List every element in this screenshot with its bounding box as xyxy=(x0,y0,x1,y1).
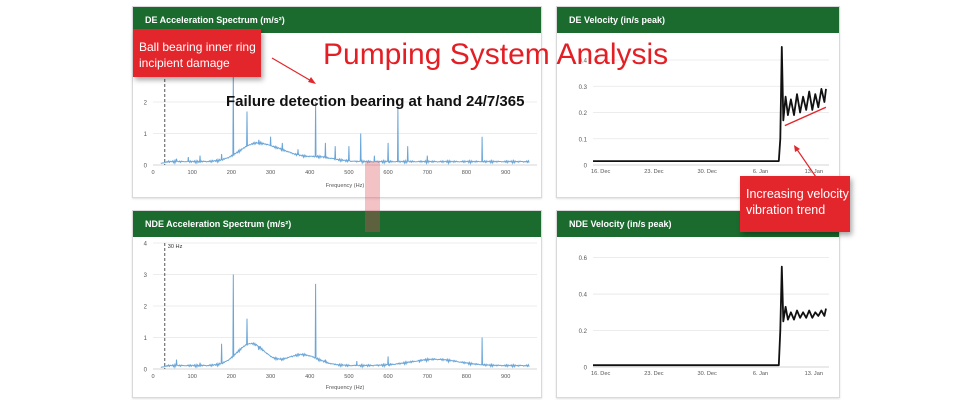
y-tick-label: 0.6 xyxy=(579,256,588,262)
x-tick-label: 200 xyxy=(227,170,236,176)
chart-nde-velocity: 0 0.2 0.4 0.6 16. Dec 23. Dec 30. Dec 6. Jan 13.… xyxy=(579,256,829,377)
x-tick-label: 0 xyxy=(151,170,154,176)
x-tick-label: 6. Jan xyxy=(753,169,768,175)
x-tick-label: 300 xyxy=(266,374,275,380)
y-tick-label: 0 xyxy=(584,164,588,170)
panel-de-velocity: DE Velocity (in/s peak) 0 0.1 0.2 0.3 0.4 16.… xyxy=(556,6,840,198)
x-tick-label: 400 xyxy=(305,170,314,176)
x-tick-label: 800 xyxy=(462,170,471,176)
trend-line xyxy=(784,106,827,127)
x-tick-label: 16. Dec xyxy=(591,169,610,175)
x-tick-label: 6. Jan xyxy=(753,371,768,377)
y-tick-label: 3 xyxy=(144,273,148,279)
x-tick-label: 900 xyxy=(501,170,510,176)
x-axis-label: Frequency (Hz) xyxy=(326,183,365,189)
x-axis-label: Frequency (Hz) xyxy=(326,385,365,391)
x-tick-label: 100 xyxy=(188,374,197,380)
x-tick-label: 100 xyxy=(188,170,197,176)
headline-subtitle: Failure detection bearing at hand 24/7/3… xyxy=(226,93,525,110)
x-tick-label: 500 xyxy=(344,374,353,380)
x-tick-label: 400 xyxy=(305,374,314,380)
callout-velocity-trend: Increasing velocity vibration trend xyxy=(740,176,850,232)
callout-bearing-damage: Ball bearing inner ring incipient damage xyxy=(133,29,261,77)
headline-title: Pumping System Analysis xyxy=(323,38,669,71)
y-tick-label: 0.3 xyxy=(579,85,588,91)
panel-title: DE Velocity (in/s peak) xyxy=(557,7,839,33)
x-tick-label: 16. Dec xyxy=(591,371,610,377)
x-tick-label: 30. Dec xyxy=(698,169,717,175)
panel-title: DE Acceleration Spectrum (m/s²) xyxy=(133,7,541,33)
y-tick-label: 2 xyxy=(144,101,148,107)
y-tick-label: 0.2 xyxy=(579,111,588,117)
x-tick-label: 200 xyxy=(227,374,236,380)
y-tick-label: 0 xyxy=(584,366,588,372)
y-tick-label: 0.4 xyxy=(579,293,588,299)
marker-label: 30 Hz xyxy=(168,244,183,250)
callout-bearing-text: Ball bearing inner ring incipient damage xyxy=(139,40,256,70)
x-tick-label: 900 xyxy=(501,374,510,380)
y-tick-label: 0.2 xyxy=(579,329,588,335)
x-tick-label: 600 xyxy=(383,170,392,176)
x-tick-label: 500 xyxy=(344,170,353,176)
spectrum-line xyxy=(160,274,530,369)
x-tick-label: 0 xyxy=(151,374,154,380)
x-tick-label: 800 xyxy=(462,374,471,380)
callout-velocity-text: Increasing velocity vibration trend xyxy=(746,187,849,217)
x-tick-label: 700 xyxy=(423,374,432,380)
panel-title: NDE Acceleration Spectrum (m/s²) xyxy=(133,211,541,237)
y-tick-label: 0 xyxy=(144,368,148,374)
velocity-line xyxy=(593,265,827,367)
x-tick-label: 600 xyxy=(383,374,392,380)
y-tick-label: 0 xyxy=(144,164,148,170)
y-tick-label: 2 xyxy=(144,305,148,311)
chart-nde-acceleration: 0 1 2 3 4 0 100 200 300 400 500 600 700 800 900 Frequen… xyxy=(144,242,537,391)
x-tick-label: 13. Jan xyxy=(805,371,823,377)
velocity-line xyxy=(593,46,827,162)
x-tick-label: 700 xyxy=(423,170,432,176)
y-tick-label: 4 xyxy=(144,242,148,248)
y-tick-label: 1 xyxy=(144,132,148,138)
x-tick-label: 23. Dec xyxy=(644,169,663,175)
y-tick-label: 0.4 xyxy=(579,59,588,65)
x-tick-label: 30. Dec xyxy=(698,371,717,377)
spectrum-line xyxy=(160,70,530,166)
panel-nde-acceleration: NDE Acceleration Spectrum (m/s²) 0 1 2 3 4 0 1… xyxy=(132,210,542,398)
x-tick-label: 300 xyxy=(266,170,275,176)
y-tick-label: 1 xyxy=(144,336,148,342)
panel-nde-velocity: NDE Velocity (in/s peak) 0 0.2 0.4 0.6 16. D… xyxy=(556,210,840,398)
y-tick-label: 0.1 xyxy=(579,137,588,143)
frequency-highlight-band xyxy=(365,162,380,232)
chart-de-acceleration: 0 1 2 0 100 200 300 400 500 600 700 800 900 Frequency… xyxy=(144,39,537,189)
chart-de-velocity: 0 0.1 0.2 0.3 0.4 16. Dec 23. Dec 30. Dec 6. Jan… xyxy=(579,46,829,175)
x-tick-label: 13. Jan xyxy=(805,169,823,175)
panel-de-acceleration: DE Acceleration Spectrum (m/s²) 0 1 2 0 100 2… xyxy=(132,6,542,198)
x-tick-label: 23. Dec xyxy=(644,371,663,377)
